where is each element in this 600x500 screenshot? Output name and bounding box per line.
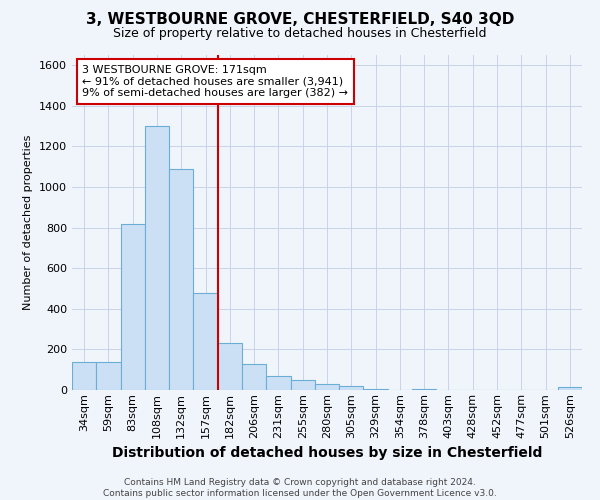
Bar [193,292,218,390]
Bar [558,388,582,390]
Bar [218,344,242,390]
Text: 3, WESTBOURNE GROVE, CHESTERFIELD, S40 3QD: 3, WESTBOURNE GROVE, CHESTERFIELD, S40 3… [86,12,514,28]
Bar [96,362,121,390]
Bar [242,364,266,390]
Text: Size of property relative to detached houses in Chesterfield: Size of property relative to detached ho… [113,28,487,40]
Bar [266,376,290,390]
Bar [169,168,193,390]
Bar [121,224,145,390]
Bar [339,386,364,390]
Text: Contains HM Land Registry data © Crown copyright and database right 2024.
Contai: Contains HM Land Registry data © Crown c… [103,478,497,498]
Bar [72,362,96,390]
X-axis label: Distribution of detached houses by size in Chesterfield: Distribution of detached houses by size … [112,446,542,460]
Bar [364,389,388,390]
Y-axis label: Number of detached properties: Number of detached properties [23,135,34,310]
Text: 3 WESTBOURNE GROVE: 171sqm
← 91% of detached houses are smaller (3,941)
9% of se: 3 WESTBOURNE GROVE: 171sqm ← 91% of deta… [82,65,348,98]
Bar [412,389,436,390]
Bar [290,380,315,390]
Bar [315,384,339,390]
Bar [145,126,169,390]
